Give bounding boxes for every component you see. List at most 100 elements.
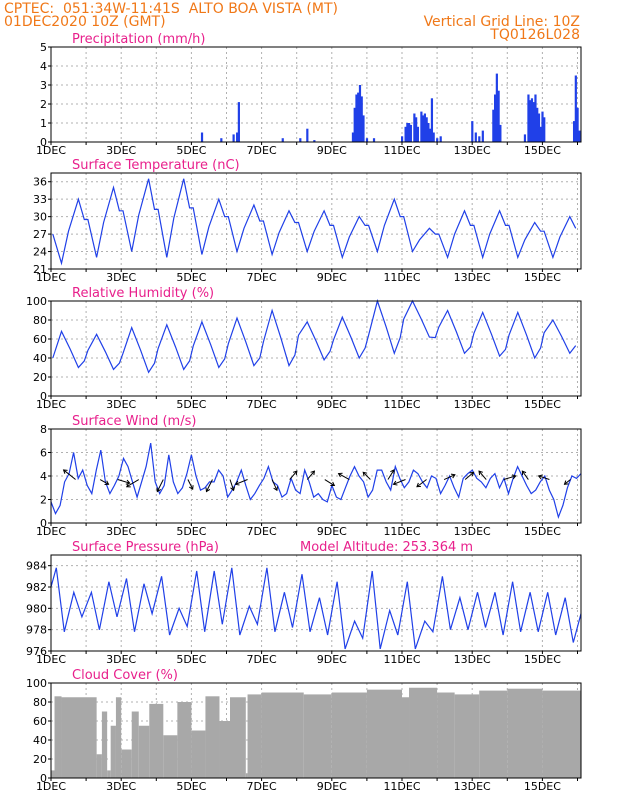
cloud-cover-bar [261, 692, 304, 778]
y-tick-label: 2 [40, 494, 47, 507]
x-tick-label: 9DEC [317, 271, 347, 284]
y-tick-label: 984 [26, 560, 47, 573]
x-tick-label: 15DEC [524, 271, 561, 284]
precip-bar [474, 132, 477, 142]
precip-bar [357, 92, 360, 142]
x-tick-label: 7DEC [247, 144, 277, 157]
precip-bar [358, 85, 362, 142]
precip-bar [236, 132, 239, 142]
wind-arrowhead [330, 481, 336, 487]
temperature-line [52, 178, 577, 266]
wind-arrowhead [469, 471, 475, 477]
wind-vector [443, 474, 456, 480]
wind-arrowhead [189, 485, 194, 490]
wind-arrowhead [390, 469, 395, 474]
x-tick-label: 9DEC [317, 653, 347, 666]
x-tick-label: 7DEC [247, 271, 277, 284]
panel-frame [50, 46, 582, 143]
x-tick-label: 9DEC [317, 780, 347, 793]
y-tick-label: 0 [40, 772, 47, 785]
precip-bar [429, 128, 432, 142]
wind-vector [362, 471, 371, 480]
panel-frame [50, 554, 582, 652]
x-tick-label: 13DEC [454, 398, 491, 411]
cloud-cover-bar [96, 754, 102, 778]
y-tick-label: 20 [33, 371, 47, 384]
precip-bar [306, 128, 309, 142]
y-tick-label: 21 [33, 263, 47, 276]
cloud-cover-bar [331, 692, 367, 778]
y-tick-label: 20 [33, 753, 47, 766]
wind-vector [117, 479, 130, 484]
cloud-cover-bar [131, 711, 139, 778]
precip-bar [415, 117, 418, 142]
precip-bar [360, 96, 363, 142]
x-tick-label: 9DEC [317, 525, 347, 538]
precip-bar [532, 102, 535, 142]
wind-vector [235, 479, 248, 485]
panel-title: Cloud Cover (%) [72, 668, 178, 683]
wind-arrowhead [292, 470, 298, 476]
precip-bar [232, 134, 235, 142]
x-tick-label: 9DEC [317, 144, 347, 157]
y-tick-label: 2 [40, 98, 47, 111]
panel-frame [50, 172, 582, 270]
precip-bar [497, 90, 500, 142]
x-tick-label: 3DEC [106, 780, 136, 793]
wind-arrowhead [205, 487, 211, 493]
x-tick-label: 15DEC [524, 398, 561, 411]
cloud-cover-bar [110, 725, 116, 778]
precip-bar [237, 102, 240, 142]
y-tick-label: 5 [40, 41, 47, 54]
y-tick-label: 30 [33, 211, 47, 224]
x-tick-label: 15DEC [524, 525, 561, 538]
x-tick-label: 3DEC [106, 144, 136, 157]
precip-bar [529, 100, 532, 142]
y-tick-label: 60 [33, 715, 47, 728]
y-tick-label: 36 [33, 176, 47, 189]
precip-bar [362, 115, 365, 142]
panel-frame [50, 428, 582, 524]
cloud-cover-bar [479, 690, 508, 778]
panel-title: Precipitation (mm/h) [72, 32, 205, 47]
y-tick-label: 0 [40, 136, 47, 149]
x-tick-label: 3DEC [106, 653, 136, 666]
panel-title: Relative Humidity (%) [72, 286, 214, 301]
precip-bar [420, 111, 423, 142]
x-tick-label: 5DEC [176, 525, 206, 538]
precip-bar [423, 113, 427, 142]
cloud-cover-bar [115, 697, 122, 778]
cloud-cover-bar [401, 697, 410, 778]
humidity-line [52, 298, 577, 374]
precip-bar [413, 113, 416, 142]
wind-vector [338, 473, 350, 480]
wind-arrowhead [156, 487, 162, 493]
wind-arrowhead [537, 474, 543, 480]
cloud-cover-bar [303, 694, 332, 778]
cloud-cover-bar [101, 711, 108, 778]
y-tick-label: 8 [40, 423, 47, 436]
cloud-cover-bar [507, 688, 543, 778]
precip-bar [281, 138, 284, 142]
cloud-cover-bar [366, 689, 402, 778]
wind-vector [564, 479, 571, 485]
y-tick-label: 0 [40, 517, 47, 530]
wind-vector [387, 469, 395, 480]
precip-bar [527, 94, 530, 142]
wind-arrowhead [337, 472, 343, 478]
wind-arrowhead [416, 482, 421, 488]
cloud-cover-bar [219, 721, 231, 778]
x-tick-label: 5DEC [176, 653, 206, 666]
wind-arrowhead [310, 470, 316, 476]
x-tick-label: 7DEC [247, 653, 277, 666]
precip-bar [499, 124, 502, 142]
y-tick-label: 4 [40, 470, 47, 483]
cloud-cover-bar [247, 694, 262, 778]
cloud-cover-bar [409, 687, 438, 778]
precip-bar [471, 121, 474, 142]
precip-bar [537, 113, 541, 142]
precip-bar [220, 138, 223, 142]
precip-bar [432, 132, 435, 142]
precip-bar [541, 111, 544, 142]
x-tick-label: 15DEC [524, 653, 561, 666]
